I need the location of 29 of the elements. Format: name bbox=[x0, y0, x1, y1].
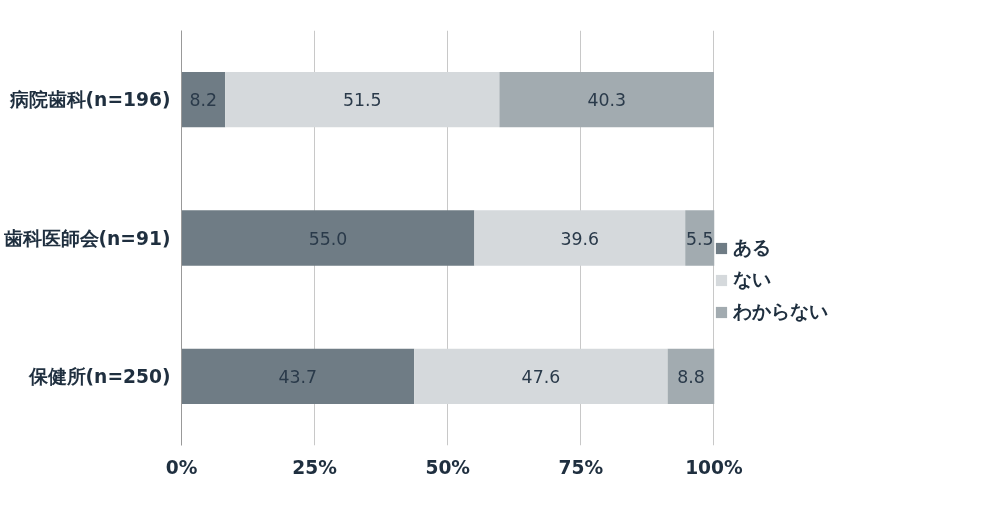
bar bbox=[414, 348, 668, 404]
bar bbox=[667, 348, 715, 404]
x-tick-label: 75% bbox=[558, 456, 604, 478]
legend-label: わからない bbox=[733, 300, 828, 324]
x-tick-label: 0% bbox=[165, 456, 198, 478]
bar bbox=[474, 210, 686, 266]
data-label: 51.5 bbox=[342, 90, 382, 111]
y-tick-label: 病院歯科(n=196) bbox=[8, 89, 171, 111]
y-tick-label: 保健所(n=250) bbox=[27, 365, 171, 387]
y-tick-label: 歯科医師会(n=91) bbox=[2, 227, 171, 249]
legend-label: ある bbox=[733, 236, 771, 260]
bar bbox=[225, 72, 500, 128]
bar bbox=[499, 72, 714, 128]
data-label: 8.2 bbox=[189, 90, 218, 111]
x-tick-label: 50% bbox=[425, 456, 471, 478]
data-label: 55.0 bbox=[308, 228, 348, 249]
bar bbox=[181, 210, 475, 266]
data-label: 5.5 bbox=[686, 228, 714, 249]
data-label: 39.6 bbox=[560, 228, 600, 249]
data-label: 47.6 bbox=[521, 366, 561, 387]
data-label: 40.3 bbox=[587, 90, 626, 111]
x-tick-label: 100% bbox=[685, 456, 744, 478]
bar bbox=[685, 210, 715, 266]
bar bbox=[181, 348, 415, 404]
x-tick-label: 25% bbox=[292, 456, 338, 478]
bar bbox=[181, 72, 226, 128]
legend-label: ない bbox=[733, 268, 771, 292]
data-label: 8.8 bbox=[677, 366, 705, 387]
data-label: 43.7 bbox=[278, 366, 318, 387]
